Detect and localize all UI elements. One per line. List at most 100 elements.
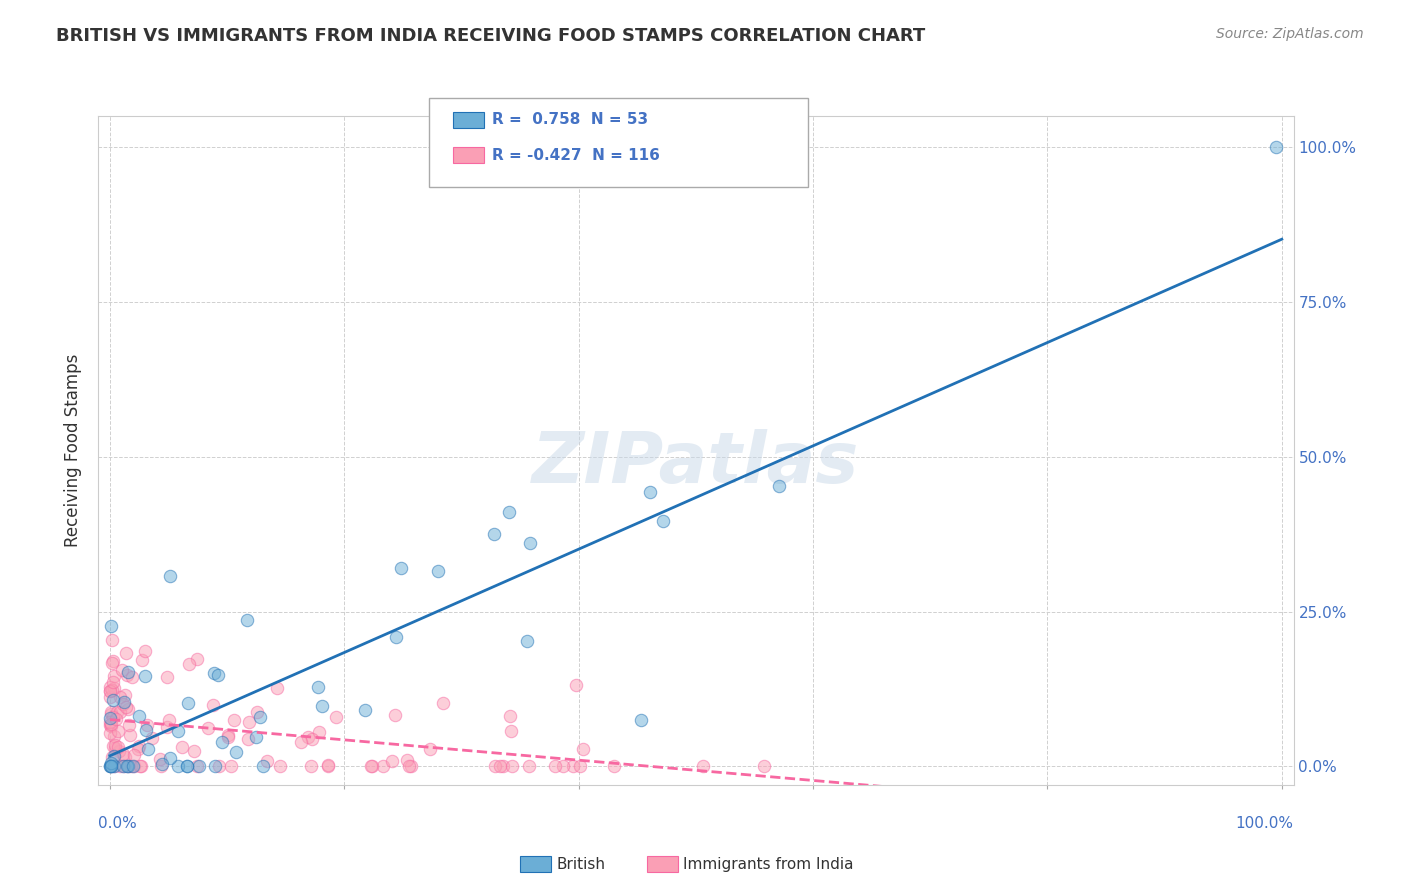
Point (101, 710, 124, 724)
Point (186, 759, 208, 773)
Point (225, 745, 247, 759)
Point (204, 759, 226, 773)
Point (381, 754, 404, 768)
Point (307, 680, 329, 694)
Point (134, 644, 156, 658)
Point (256, 754, 278, 768)
Point (117, 759, 139, 773)
Point (170, 740, 193, 755)
Point (100, 716, 122, 731)
Point (269, 759, 291, 773)
Point (105, 712, 128, 726)
Point (290, 735, 312, 749)
Point (197, 721, 219, 735)
Point (103, 748, 125, 763)
Text: R = -0.427  N = 116: R = -0.427 N = 116 (492, 148, 659, 162)
Point (498, 709, 520, 723)
Point (652, 514, 675, 528)
Point (325, 709, 347, 723)
Point (572, 742, 595, 756)
Point (176, 759, 198, 773)
Point (103, 669, 125, 683)
Text: 0.0%: 0.0% (98, 816, 138, 831)
Point (98, 759, 121, 773)
Point (202, 698, 225, 712)
Point (318, 759, 340, 773)
Point (186, 652, 208, 666)
Point (427, 564, 450, 578)
Point (103, 759, 125, 773)
Point (1265, 140, 1288, 154)
Point (564, 678, 586, 692)
Point (100, 759, 122, 773)
Point (121, 669, 143, 683)
Point (136, 742, 159, 756)
Point (398, 759, 420, 773)
Text: ZIPatlas: ZIPatlas (533, 429, 859, 499)
Point (301, 731, 323, 746)
Point (419, 741, 441, 756)
Point (501, 759, 523, 773)
Point (159, 569, 181, 583)
Point (316, 758, 339, 772)
Point (98, 717, 121, 731)
Point (108, 690, 131, 704)
Point (112, 747, 135, 761)
Point (238, 715, 260, 730)
Point (177, 696, 200, 710)
Point (395, 753, 418, 767)
Point (111, 663, 134, 677)
Point (117, 702, 139, 716)
Point (101, 632, 124, 647)
Point (562, 759, 585, 773)
Text: BRITISH VS IMMIGRANTS FROM INDIA RECEIVING FOOD STAMPS CORRELATION CHART: BRITISH VS IMMIGRANTS FROM INDIA RECEIVI… (56, 27, 925, 45)
Point (217, 728, 239, 742)
Point (127, 742, 149, 756)
Point (101, 654, 124, 668)
Y-axis label: Receiving Food Stamps: Receiving Food Stamps (65, 354, 83, 547)
Point (100, 682, 122, 697)
Point (499, 724, 522, 739)
Point (131, 653, 153, 667)
Point (108, 706, 131, 720)
Point (354, 703, 377, 717)
Point (211, 735, 233, 749)
Point (384, 707, 406, 722)
Point (115, 700, 138, 714)
Point (134, 669, 156, 683)
Point (389, 561, 412, 575)
Point (101, 693, 124, 707)
Point (103, 681, 125, 695)
Text: British: British (557, 857, 606, 871)
Point (222, 713, 245, 727)
Point (141, 731, 163, 745)
Point (115, 668, 138, 682)
Point (489, 759, 512, 773)
Point (311, 698, 333, 713)
Point (104, 740, 127, 755)
Point (207, 668, 229, 682)
Point (638, 485, 661, 500)
Point (207, 759, 229, 773)
Point (603, 759, 626, 773)
Point (249, 709, 271, 723)
Point (217, 731, 239, 745)
Point (167, 759, 190, 773)
Point (114, 694, 136, 708)
Point (105, 706, 128, 720)
Point (101, 750, 124, 764)
Point (128, 709, 150, 723)
Point (371, 759, 394, 773)
Text: Immigrants from India: Immigrants from India (683, 857, 853, 871)
Point (156, 720, 179, 734)
Point (157, 713, 180, 727)
Point (108, 759, 131, 773)
Point (150, 759, 173, 773)
Point (516, 634, 538, 648)
Point (159, 751, 181, 765)
Point (183, 743, 205, 757)
Point (114, 750, 136, 764)
Point (124, 747, 146, 762)
Point (517, 759, 540, 773)
Point (98, 714, 121, 729)
